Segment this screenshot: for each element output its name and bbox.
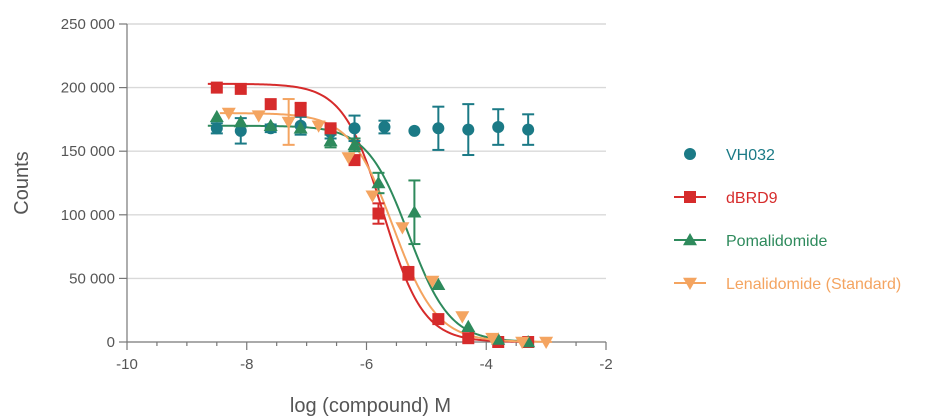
data-point: [515, 336, 530, 349]
data-point: [251, 110, 266, 123]
legend-label: Pomalidomide: [726, 233, 827, 250]
y-tick-label: 150 000: [61, 143, 115, 160]
data-point: [324, 122, 337, 135]
y-tick-label: 100 000: [61, 207, 115, 224]
data-point: [683, 233, 697, 246]
fit-curve: [219, 112, 553, 343]
data-point: [293, 121, 308, 134]
fit-curve: [207, 82, 535, 343]
data-point: [372, 207, 385, 220]
legend: VH032 dBRD9 Pomalidomide Lenalidomide (Stan…: [674, 147, 901, 293]
data-point: [294, 103, 307, 116]
data-point: [539, 336, 554, 349]
data-point: [461, 319, 476, 332]
data-point: [311, 120, 326, 133]
data-point: [378, 121, 391, 134]
data-point: [408, 124, 421, 137]
data-point: [683, 277, 697, 290]
data-point: [492, 121, 505, 134]
legend-label: Lenalidomide (Standard): [726, 276, 901, 293]
y-tick-label: 250 000: [61, 16, 115, 33]
data-point: [522, 123, 535, 136]
data-point: [263, 118, 278, 132]
y-tick-label: 50 000: [69, 270, 115, 287]
data-points: [209, 81, 554, 349]
data-point: [407, 205, 422, 218]
data-point: [341, 152, 356, 165]
y-tick-label: 0: [107, 334, 115, 351]
x-tick-label: -10: [116, 356, 138, 373]
data-point: [684, 148, 696, 160]
data-point: [455, 311, 470, 324]
x-tick-label: -8: [240, 356, 253, 373]
data-point: [323, 134, 338, 147]
x-axis-title: log (compound) M: [290, 395, 451, 417]
legend-label: VH032: [726, 147, 775, 164]
x-tick-label: -6: [360, 356, 373, 373]
data-point: [425, 275, 440, 288]
data-point: [365, 190, 380, 203]
data-point: [485, 332, 500, 346]
data-point: [684, 191, 696, 203]
data-point: [402, 267, 415, 280]
legend-label: dBRD9: [726, 190, 778, 207]
data-point: [234, 124, 247, 137]
data-point: [281, 116, 296, 129]
data-point: [209, 109, 224, 123]
data-point: [432, 122, 445, 135]
data-point: [264, 98, 277, 111]
x-tick-label: -2: [599, 356, 612, 373]
x-tick-label: -4: [480, 356, 493, 373]
data-point: [234, 82, 247, 95]
y-tick-label: 200 000: [61, 80, 115, 97]
data-point: [462, 123, 475, 136]
data-point: [395, 222, 410, 235]
data-point: [348, 122, 361, 135]
data-point: [462, 332, 475, 345]
ticks: 0 50 000 100 000 150 000 200 000 250 000 -10 -8…: [61, 16, 613, 373]
data-point: [432, 313, 445, 326]
data-point: [431, 277, 446, 291]
axes: [126, 24, 606, 343]
data-point: [347, 137, 362, 151]
fit-curve: [207, 124, 535, 343]
data-point: [210, 81, 223, 94]
data-point: [221, 107, 236, 121]
data-point: [210, 122, 223, 135]
y-axis-title: Counts: [11, 151, 33, 214]
data-point: [491, 332, 506, 345]
data-point: [371, 176, 386, 189]
data-point: [233, 114, 248, 128]
